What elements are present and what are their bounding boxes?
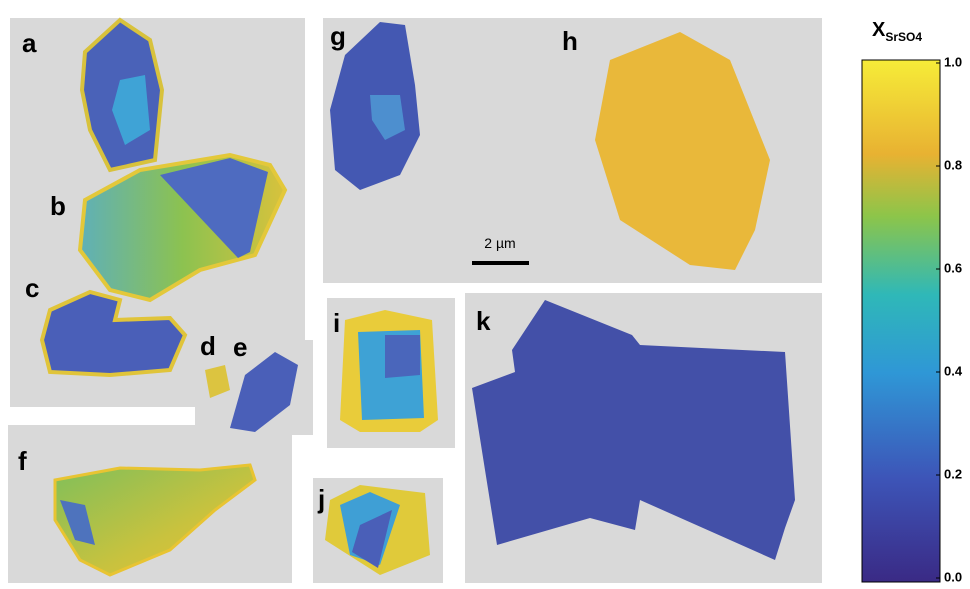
colorbar-tick-label: 1.0 [944,54,962,69]
panel-label: f [18,446,27,476]
colorbar-tick-label: 0.8 [944,157,962,172]
colorbar-tick-label: 0.4 [944,363,963,378]
colorbar-tick-label: 0.6 [944,260,962,275]
panel-label: b [50,191,66,221]
colorbar-title-main: X [872,19,886,41]
panel-label: k [476,306,491,336]
scale-bar-label: 2 µm [484,235,515,251]
colorbar-tick-label: 0.2 [944,466,962,481]
colorbar [862,60,940,582]
figure: a b c d e f g h i j k 2 µm XSrSO4 0.0 0.2… [0,0,970,589]
panel-label: c [25,273,39,303]
panel-label: d [200,331,216,361]
colorbar-title: XSrSO4 [872,19,922,44]
colorbar-tick-label: 0.0 [944,569,962,584]
colorbar-title-sub: SrSO4 [885,30,922,44]
panel-label: i [333,308,340,338]
panel-label: h [562,26,578,56]
panel-label: a [22,28,37,58]
grain-i-core [385,335,420,378]
panel-label: j [317,484,325,514]
panel-label: g [330,21,346,51]
panel-label: e [233,332,247,362]
